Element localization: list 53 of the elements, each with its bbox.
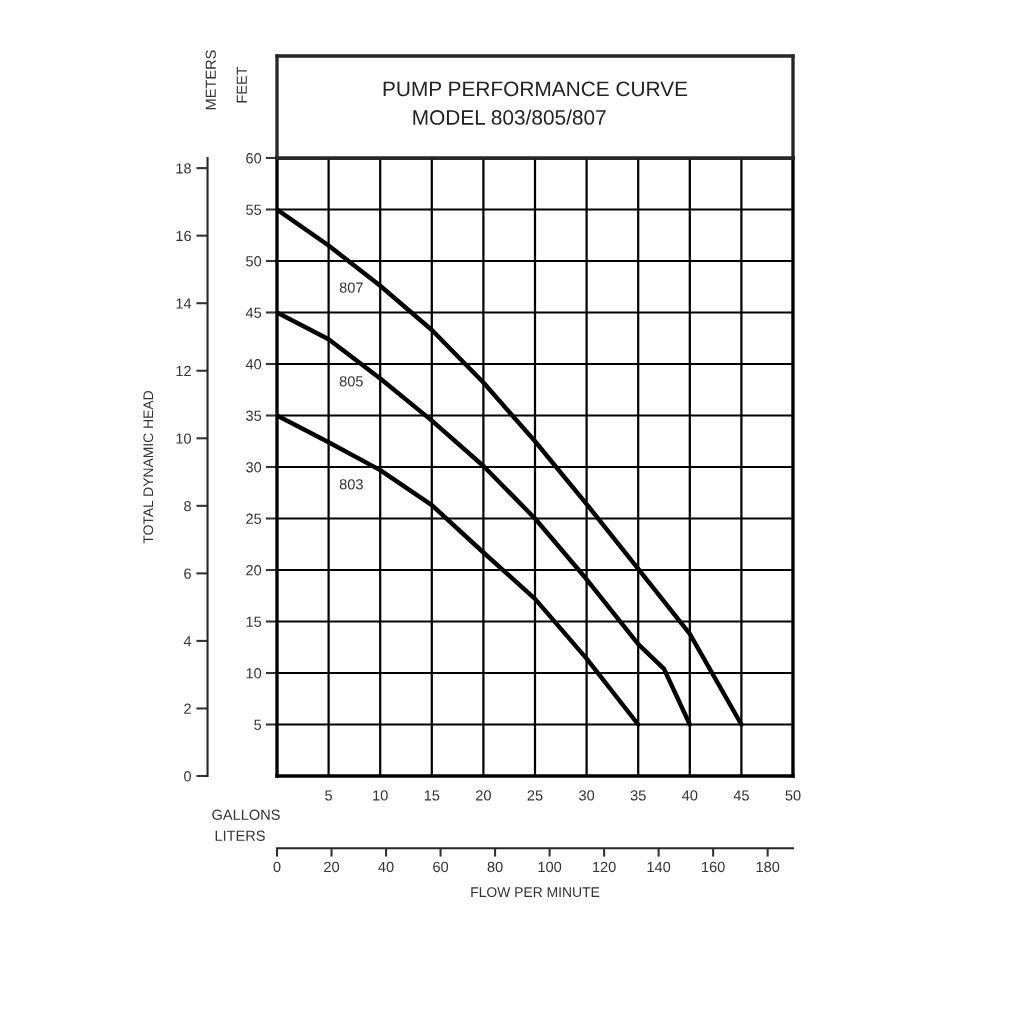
y-axis-title: TOTAL DYNAMIC HEAD [143,391,154,544]
y2-tick-label: 5 [254,719,262,730]
y-tick-label: 14 [176,298,192,309]
y-tick-label: 4 [183,636,192,647]
y-tick-label: 2 [184,703,191,714]
x-tick-label: 50 [785,790,801,801]
y2-tick-label: 30 [246,462,262,473]
x-axis-title: FLOW PER MINUTE [471,887,600,898]
y2-tick-label: 40 [245,359,262,370]
x-tick-label: 10 [373,790,388,801]
series-label: 803 [339,479,363,490]
y2-tick-label: 50 [246,256,262,267]
y2-tick-label: 20 [246,565,262,576]
text: GALLONS [212,809,280,820]
y2-tick-label: 15 [246,616,262,627]
x-tick-label: 30 [579,790,595,801]
chart-title: PUMP PERFORMANCE CURVE [383,81,688,97]
y2-tick-label: 25 [246,513,262,524]
y2-tick-label: 10 [246,668,262,679]
x2-tick-label: 100 [538,861,562,873]
x2-tick-label: 160 [702,861,725,873]
x-tick-label: 35 [630,790,646,801]
x-tick-label: 25 [527,790,543,801]
series-label: 807 [339,282,363,293]
x2-tick-label: 60 [433,861,449,873]
x2-tick-label: 120 [593,861,616,873]
x-tick-label: 20 [476,790,491,801]
x-tick-label: 5 [325,790,333,801]
chart-subtitle: MODEL 803/805/807 [413,109,606,125]
x2-tick-label: 40 [378,861,394,873]
x2-tick-label: 180 [756,861,780,873]
text: METERS [205,50,216,110]
x2-tick-label: 0 [273,861,281,873]
y-tick-label: 12 [176,365,191,377]
y-tick-label: 16 [176,230,191,242]
y2-tick-label: 45 [245,307,262,318]
y-tick-label: 0 [184,771,192,782]
x-tick-label: 15 [424,790,440,801]
y-tick-label: 18 [176,163,191,174]
x2-tick-label: 140 [647,861,671,873]
y-tick-label: 6 [184,568,191,579]
y2-tick-label: 55 [246,204,262,215]
y-tick-label: 8 [184,500,191,512]
x2-tick-label: 80 [487,861,503,873]
text: LITERS [215,830,265,841]
y2-tick-label: 35 [246,410,262,421]
y-tick-label: 10 [176,433,192,444]
x2-tick-label: 20 [324,861,340,873]
text: FEET [236,66,247,103]
y2-tick-label: 60 [246,153,262,164]
series-label: 805 [339,376,363,387]
x-tick-label: 40 [682,790,698,801]
x-tick-label: 45 [733,790,749,801]
